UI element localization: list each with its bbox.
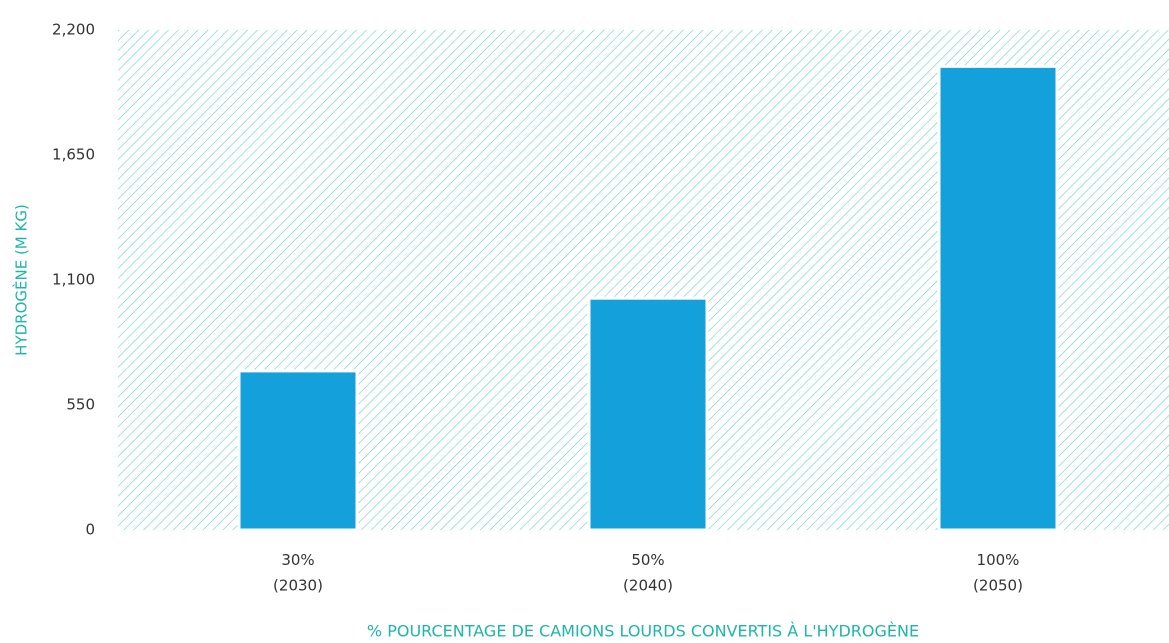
x-tick-label: 30% (2030) bbox=[273, 551, 323, 595]
y-tick-label: 1,100 bbox=[52, 271, 95, 289]
bar bbox=[587, 296, 709, 532]
x-tick-label: 50% (2040) bbox=[623, 551, 673, 595]
y-tick-label: 0 bbox=[85, 521, 95, 539]
bar bbox=[237, 369, 359, 532]
x-axis-title: % POURCENTAGE DE CAMIONS LOURDS CONVERTI… bbox=[367, 622, 919, 641]
x-tick-label: 100% (2050) bbox=[973, 551, 1023, 595]
y-axis-title: HYDROGÈNE (M KG) bbox=[12, 204, 31, 356]
y-tick-label: 1,650 bbox=[52, 146, 95, 164]
y-tick-label: 550 bbox=[66, 396, 95, 414]
y-tick-label: 2,200 bbox=[52, 21, 95, 39]
bar bbox=[937, 64, 1059, 532]
